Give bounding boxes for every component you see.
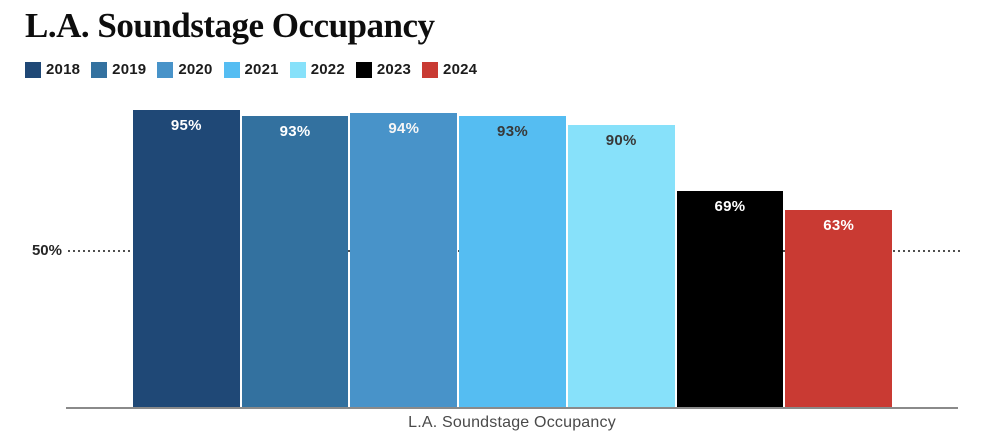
bar-value-label-2019: 93% [279, 122, 311, 140]
bar-value-label-2021: 93% [497, 122, 528, 140]
legend-label-2023: 2023 [376, 61, 412, 78]
bar-value-label-2024: 63% [823, 216, 855, 234]
legend-swatch-2023 [355, 61, 372, 78]
legend-item-2024: 2024 [422, 61, 477, 78]
legend-swatch-2021 [223, 61, 240, 78]
bar-value-label-2018: 95% [170, 116, 202, 134]
bar-2019: 93% [241, 115, 349, 407]
bar-2020: 94% [350, 112, 458, 407]
bar-value-label-2023: 69% [714, 198, 746, 216]
legend-label-2018: 2018 [46, 61, 81, 78]
legend-label-2024: 2024 [443, 61, 478, 78]
bar-2022: 90% [567, 125, 675, 407]
x-axis-label: L.A. Soundstage Occupancy [408, 414, 616, 431]
bar-2024: 63% [785, 209, 893, 407]
bar-2018: 95% [133, 109, 240, 407]
legend-item-2019: 2019 [91, 61, 146, 78]
legend-item-2018: 2018 [25, 61, 80, 78]
legend: 2018 2019 2020 2021 2022 2023 2024 [25, 61, 477, 78]
legend-item-2021: 2021 [223, 61, 279, 78]
bar-group: 95% 93% 94% 93% 90% 69% 63% [133, 67, 893, 407]
legend-label-2019: 2019 [112, 61, 147, 78]
bar-2021: 93% [459, 115, 566, 407]
legend-swatch-2024 [422, 61, 439, 78]
legend-item-2020: 2020 [157, 61, 212, 78]
bar-value-label-2022: 90% [605, 132, 637, 150]
bar-value-label-2020: 94% [388, 119, 420, 137]
chart-title: L.A. Soundstage Occupancy [25, 6, 435, 45]
legend-label-2021: 2021 [244, 61, 279, 78]
x-axis-line [66, 407, 958, 409]
legend-item-2023: 2023 [355, 61, 412, 78]
legend-label-2022: 2022 [310, 61, 345, 78]
legend-label-2020: 2020 [178, 61, 213, 78]
legend-swatch-2022 [289, 61, 306, 78]
legend-item-2022: 2022 [289, 61, 345, 78]
legend-swatch-2018 [25, 61, 41, 78]
legend-swatch-2020 [157, 61, 174, 78]
bar-2023: 69% [676, 191, 784, 407]
legend-swatch-2019 [91, 61, 108, 78]
y-tick-label-50: 50% [31, 242, 62, 259]
